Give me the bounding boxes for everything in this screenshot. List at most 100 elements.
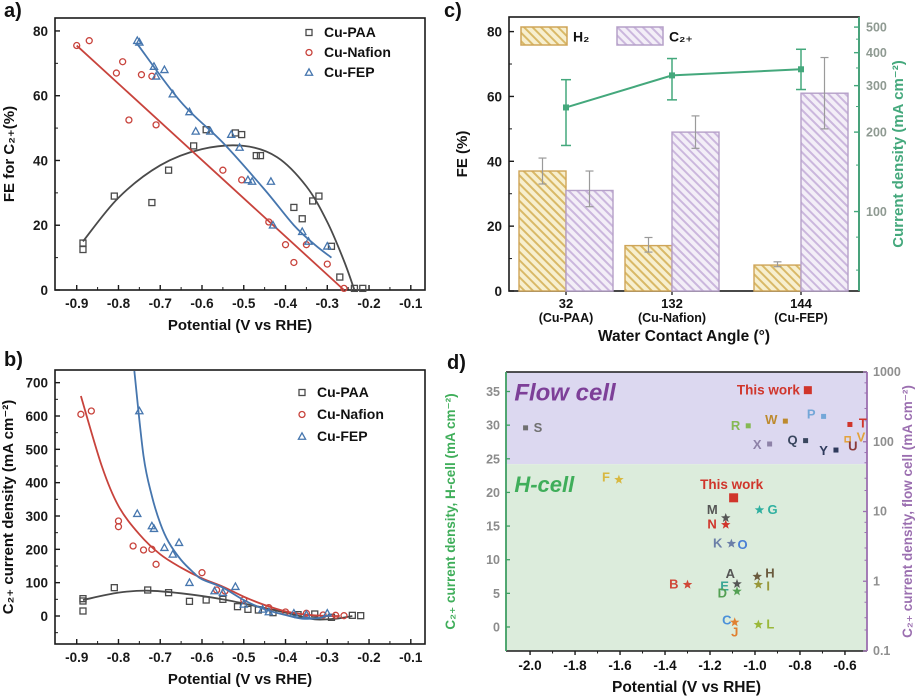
svg-text:-0.8: -0.8 [107,296,131,311]
series-Cu-FEP [132,370,332,620]
svg-text:10: 10 [873,505,887,519]
panel-a: a) -0.9 -0.8 -0.7 -0.6 -0.5 -0.4 -0.3 -0.2 -0.1 0… [0,0,436,349]
svg-text:(Cu-FEP): (Cu-FEP) [774,311,827,325]
svg-text:-2.0: -2.0 [518,658,541,673]
svg-text:Current density (mA cm⁻²): Current density (mA cm⁻²) [890,60,907,247]
svg-text:-0.8: -0.8 [107,650,131,665]
svg-text:-0.2: -0.2 [357,296,380,311]
this-work: This work This work [700,383,812,503]
svg-text:I: I [766,579,770,594]
svg-text:V: V [857,429,866,444]
svg-text:20: 20 [487,219,502,234]
legend: Cu-PAA Cu-Nafion Cu-FEP [304,24,391,80]
svg-text:-0.7: -0.7 [149,650,172,665]
svg-text:700: 700 [25,376,48,391]
svg-text:30: 30 [486,419,500,433]
svg-text:U: U [848,439,857,454]
svg-text:-1.0: -1.0 [743,658,766,673]
svg-text:Cu-PAA: Cu-PAA [324,24,376,40]
svg-text:Cu-Nafion: Cu-Nafion [317,406,384,422]
svg-text:FE (%): FE (%) [454,131,471,178]
svg-text:A: A [726,566,736,581]
svg-text:-0.4: -0.4 [274,296,298,311]
svg-text:300: 300 [25,509,48,524]
svg-text:32: 32 [559,296,573,311]
svg-text:H: H [765,566,774,581]
svg-text:C₂₊ current density, H-cell (m: C₂₊ current density, H-cell (mA cm⁻²) [443,393,458,629]
svg-text:Potential (V vs RHE): Potential (V vs RHE) [612,679,761,696]
panel-c-chart: 0 20 40 60 80 32(Cu-PAA) 132(Cu-Nafion) 144(Cu-… [454,16,907,345]
regions: Flow cell H-cell [506,372,867,651]
data-points: S R W P T X Q VU Y F G MNK O B AED HI CJ L [523,406,867,639]
right-axis: 100 200 300 400 500 [854,17,887,291]
svg-text:S: S [534,420,543,435]
axis-labels: Potential (V vs RHE) C₂₊ current density … [0,400,312,688]
svg-text:-0.2: -0.2 [357,650,380,665]
svg-text:-0.7: -0.7 [149,296,172,311]
svg-text:M: M [707,502,718,517]
svg-text:T: T [859,415,867,430]
svg-text:Y: Y [819,443,828,458]
svg-text:100: 100 [873,435,894,449]
svg-text:C: C [722,612,732,627]
svg-text:O: O [738,537,748,552]
panel-d: d) Flow cell H-cell -2.0 -1.8 -1.6 -1.4 -1.2 -1… [436,352,924,698]
series-Cu-FEP [132,35,333,259]
svg-text:80: 80 [33,24,48,39]
svg-text:25: 25 [486,452,500,466]
svg-text:100: 100 [866,205,887,219]
svg-text:60: 60 [33,89,48,104]
svg-text:-0.1: -0.1 [399,296,423,311]
svg-text:G: G [767,502,777,517]
svg-text:35: 35 [486,385,500,399]
svg-text:F: F [602,470,610,485]
svg-text:-0.6: -0.6 [190,296,214,311]
svg-text:0: 0 [493,620,500,634]
svg-text:-0.5: -0.5 [232,296,256,311]
svg-text:-0.9: -0.9 [65,650,88,665]
legend: Cu-PAA Cu-Nafion Cu-FEP [297,384,384,444]
svg-text:-0.5: -0.5 [232,650,256,665]
panel-c: c) 0 20 40 60 80 32 (Cu-PAA) 132 (Cu-Nafion) 144(… [436,0,924,362]
svg-text:500: 500 [866,21,887,35]
svg-text:Potential (V vs RHE): Potential (V vs RHE) [168,671,312,688]
svg-text:Flow cell: Flow cell [514,379,617,406]
legend: H₂ C₂₊ [520,26,693,46]
svg-text:0: 0 [494,284,502,299]
svg-text:FE for C₂₊(%): FE for C₂₊(%) [1,106,18,202]
panel-d-label: d) [447,352,466,374]
panel-a-chart: -0.9 -0.8 -0.7 -0.6 -0.5 -0.4 -0.3 -0.2 -0.1 0 20 4… [1,17,426,334]
axis-labels: Potential (V vs RHE) FE for C₂₊(%) [1,106,312,334]
svg-text:Cu-FEP: Cu-FEP [317,428,368,444]
svg-text:Q: Q [787,433,797,448]
svg-text:15: 15 [486,520,500,534]
panel-b: b) -0.9 -0.8 -0.7 -0.6 -0.5 -0.4 -0.3 -0.2 -0.1 0… [0,349,436,698]
svg-text:40: 40 [33,153,48,168]
svg-text:(Cu-Nafion): (Cu-Nafion) [638,311,706,325]
svg-text:L: L [766,617,774,632]
svg-text:Cu-Nafion: Cu-Nafion [324,44,391,60]
bars [518,56,849,292]
svg-text:0: 0 [40,283,48,298]
svg-text:40: 40 [487,154,502,169]
svg-text:Water Contact Angle (°): Water Contact Angle (°) [598,328,770,345]
svg-text:W: W [765,412,778,427]
svg-text:20: 20 [486,486,500,500]
axes: -2.0 -1.8 -1.6 -1.4 -1.2 -1.0 -0.8 -0.6 0 5 10 15 20… [486,365,901,673]
axis-labels: Potential (V vs RHE) C₂₊ current density,… [443,385,915,696]
svg-text:(Cu-PAA): (Cu-PAA) [539,311,594,325]
svg-text:10: 10 [486,553,500,567]
panel-b-chart: -0.9 -0.8 -0.7 -0.6 -0.5 -0.4 -0.3 -0.2 -0.1 0 100… [0,369,426,688]
svg-text:400: 400 [866,46,887,60]
svg-text:200: 200 [25,542,48,557]
svg-text:1000: 1000 [873,365,901,379]
svg-text:0.1: 0.1 [873,644,890,658]
svg-text:-1.4: -1.4 [653,658,677,673]
axes: -0.9 -0.8 -0.7 -0.6 -0.5 -0.4 -0.3 -0.2 -0.1 0 20 4… [33,17,426,311]
svg-text:-0.3: -0.3 [316,650,340,665]
svg-text:400: 400 [25,476,48,491]
svg-text:E: E [720,579,729,594]
svg-text:J: J [731,624,738,639]
svg-text:-0.9: -0.9 [65,296,88,311]
